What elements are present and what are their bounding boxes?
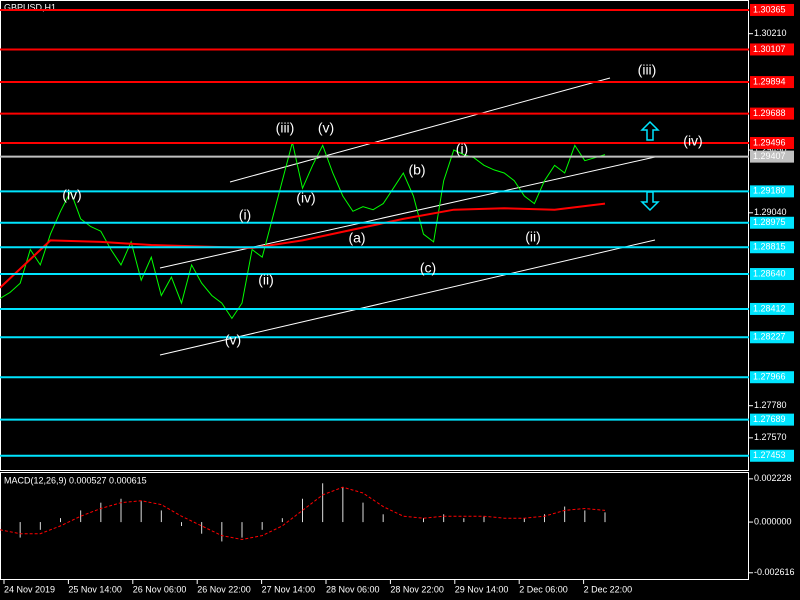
- level-label: 1.28975: [753, 217, 786, 227]
- level-label: 1.28227: [753, 332, 786, 342]
- level-label: 1.28640: [753, 268, 786, 278]
- y-tick-label: 1.27570: [754, 432, 787, 442]
- wave-label: (v): [225, 332, 241, 348]
- wave-label: (i): [456, 141, 468, 157]
- level-label: 1.29496: [753, 137, 786, 147]
- level-box: [750, 136, 794, 149]
- level-label: 1.29688: [753, 108, 786, 118]
- wave-label: (v): [318, 120, 334, 136]
- macd-y-tick-label: -0.002616: [754, 567, 795, 577]
- x-tick-label: 2 Dec 22:00: [584, 584, 633, 594]
- macd-label: MACD(12,26,9) 0.000527 0.000615: [4, 475, 147, 485]
- wave-label: (iv): [296, 190, 315, 206]
- y-tick-label: 1.30210: [754, 28, 787, 38]
- level-label: 1.27689: [753, 414, 786, 424]
- level-box: [750, 150, 794, 163]
- series-line: [0, 202, 606, 289]
- level-box: [750, 413, 794, 426]
- level-box: [750, 216, 794, 229]
- wave-label: (b): [408, 162, 425, 178]
- series-line: [0, 142, 606, 320]
- channel-upper: [229, 77, 611, 183]
- wave-label: (ii): [525, 229, 541, 245]
- level-label: 1.28412: [753, 303, 786, 313]
- level-label: 1.27453: [753, 450, 786, 460]
- wave-label: (i): [239, 207, 251, 223]
- x-tick-label: 26 Nov 22:00: [197, 584, 251, 594]
- level-box: [750, 449, 794, 462]
- x-tick-label: 28 Nov 22:00: [390, 584, 444, 594]
- main-frame: [0, 0, 749, 471]
- level-label: 1.30107: [753, 44, 786, 54]
- x-tick-label: 26 Nov 06:00: [133, 584, 187, 594]
- level-box: [750, 3, 794, 16]
- level-box: [750, 268, 794, 281]
- wave-label: (iv): [62, 187, 81, 203]
- x-tick-label: 25 Nov 14:00: [68, 584, 122, 594]
- macd-signal: [0, 486, 606, 541]
- x-tick-label: 29 Nov 14:00: [455, 584, 509, 594]
- level-label: 1.30365: [753, 4, 786, 14]
- x-tick-label: 27 Nov 14:00: [262, 584, 316, 594]
- channel-lower: [159, 239, 656, 356]
- x-tick-label: 2 Dec 06:00: [519, 584, 568, 594]
- macd-y-tick-label: 0.000000: [754, 516, 792, 526]
- level-label: 1.28815: [753, 242, 786, 252]
- chart-title: GBPUSD,H1: [4, 2, 56, 12]
- wave-label: (iv): [683, 133, 702, 149]
- level-label: 1.29894: [753, 76, 786, 86]
- macd-y-tick-label: 0.002228: [754, 473, 792, 483]
- level-box: [750, 371, 794, 384]
- x-tick-label: 28 Nov 06:00: [326, 584, 380, 594]
- channel-mid: [159, 156, 656, 269]
- level-box: [750, 331, 794, 344]
- level-box: [750, 185, 794, 198]
- wave-label: (c): [420, 260, 436, 276]
- wave-label: (ii): [258, 272, 274, 288]
- wave-label: (iii): [638, 62, 657, 78]
- y-tick-label: 1.27780: [754, 400, 787, 410]
- level-label: 1.29407: [753, 151, 786, 161]
- level-box: [750, 43, 794, 56]
- level-box: [750, 302, 794, 315]
- wave-label: (a): [348, 230, 365, 246]
- level-box: [750, 241, 794, 254]
- y-tick-label: 1.29450: [754, 144, 787, 154]
- level-label: 1.29180: [753, 186, 786, 196]
- level-box: [750, 76, 794, 89]
- wave-label: (iii): [276, 120, 295, 136]
- y-tick-label: 1.29040: [754, 207, 787, 217]
- level-label: 1.27966: [753, 372, 786, 382]
- arrow-up: [640, 120, 660, 141]
- level-box: [750, 107, 794, 120]
- x-tick-label: 24 Nov 2019: [4, 584, 55, 594]
